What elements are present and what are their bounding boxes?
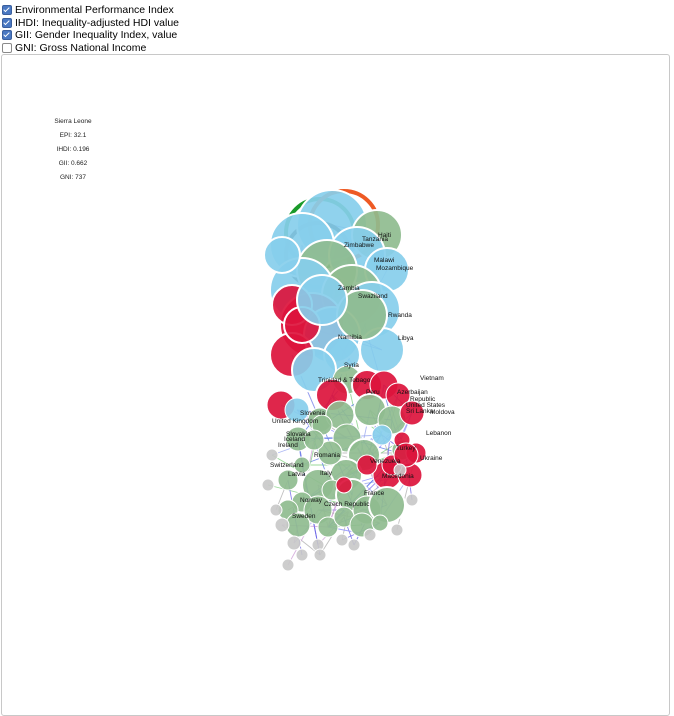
country-node[interactable] — [335, 533, 349, 547]
node-group — [261, 189, 427, 572]
country-node[interactable] — [263, 236, 301, 274]
country-node[interactable] — [284, 397, 310, 423]
country-label: Sweden — [292, 513, 316, 520]
country-label: Macedonia — [382, 473, 414, 480]
gii-value: GII: 0.662 — [58, 160, 88, 167]
country-node[interactable] — [335, 476, 353, 494]
gni-toggle[interactable]: GNI: Gross National Income — [2, 42, 179, 54]
country-label: Venezuela — [370, 458, 401, 465]
country-node[interactable] — [269, 503, 283, 517]
country-label: Turkey — [396, 445, 416, 452]
network-panel[interactable]: Sierra Leone EPI: 32.1 IHDI: 0.196 GII: … — [1, 54, 670, 716]
country-node[interactable] — [393, 463, 407, 477]
country-label: Mozambique — [376, 265, 414, 272]
epi-value: EPI: 32.1 — [59, 132, 87, 139]
country-node[interactable] — [405, 493, 419, 507]
country-label: Switzerland — [270, 462, 304, 469]
ihdi-value: IHDI: 0.196 — [56, 146, 90, 153]
country-label: Iceland — [284, 436, 305, 443]
country-label: Slovakia — [286, 431, 311, 438]
country-label: Haiti — [378, 232, 391, 239]
country-label: Lebanon — [426, 430, 452, 437]
country-label: Zimbabwe — [344, 242, 374, 249]
epi-label: Environmental Performance Index — [15, 4, 174, 16]
country-node[interactable] — [296, 274, 348, 326]
country-node[interactable] — [363, 528, 377, 542]
country-node[interactable] — [295, 548, 309, 562]
country-node[interactable] — [313, 548, 327, 562]
ihdi-checkbox[interactable] — [2, 17, 12, 28]
gni-value: GNI: 737 — [59, 174, 86, 181]
country-node[interactable] — [281, 558, 295, 572]
country-label: Malawi — [374, 257, 394, 264]
country-label: United Kingdom — [272, 418, 318, 425]
country-label: United States — [406, 402, 446, 409]
country-label: Peru — [366, 389, 380, 396]
country-label: Namibia — [338, 334, 362, 341]
country-label: Rwanda — [388, 312, 412, 319]
country-label: Republic — [410, 396, 436, 403]
country-label: Swaziland — [358, 293, 388, 300]
country-label: Latvia — [288, 471, 306, 478]
country-info: Sierra Leone EPI: 32.1 IHDI: 0.196 GII: … — [42, 115, 104, 185]
gii-toggle[interactable]: GII: Gender Inequality Index, value — [2, 29, 179, 41]
country-label: Syria — [344, 362, 359, 369]
country-label: Romania — [314, 452, 340, 459]
ihdi-label: IHDI: Inequality-adjusted HDI value — [15, 16, 179, 29]
country-node[interactable] — [274, 517, 290, 533]
country-label: Vietnam — [420, 375, 444, 382]
country-label: Trinidad & Tobago — [318, 377, 371, 384]
country-label: France — [364, 490, 385, 497]
country-node[interactable] — [265, 448, 279, 462]
country-node[interactable] — [277, 469, 299, 491]
country-label: Czech Republic — [324, 501, 370, 508]
country-label: Italy — [320, 470, 333, 477]
country-name: Sierra Leone — [54, 118, 92, 125]
country-label: Ukraine — [420, 455, 443, 462]
country-node[interactable] — [303, 429, 325, 451]
country-node[interactable] — [390, 523, 404, 537]
gii-label: GII: Gender Inequality Index, value — [15, 29, 178, 41]
country-label: Moldova — [430, 409, 455, 416]
country-node[interactable] — [317, 516, 339, 538]
country-node[interactable] — [371, 514, 389, 532]
gii-checkbox[interactable] — [2, 30, 12, 40]
country-node[interactable] — [399, 400, 425, 426]
country-label: Tanzania — [362, 236, 388, 243]
country-label: Zambia — [338, 285, 360, 292]
country-node[interactable] — [371, 424, 393, 446]
country-node[interactable] — [317, 440, 343, 466]
indicator-controls: Environmental Performance Index IHDI: In… — [2, 4, 179, 54]
country-node[interactable] — [347, 538, 361, 552]
country-node[interactable] — [261, 478, 275, 492]
ihdi-toggle[interactable]: IHDI: Inequality-adjusted HDI value — [2, 17, 179, 29]
gni-label: GNI: Gross National Income — [15, 41, 147, 54]
country-label: Slovenia — [300, 410, 325, 417]
country-label: Sri Lanka — [406, 408, 434, 415]
country-label: Norway — [300, 497, 323, 504]
country-label: Libya — [398, 335, 414, 342]
country-node[interactable] — [393, 442, 419, 468]
epi-checkbox[interactable] — [2, 5, 12, 15]
country-node[interactable] — [286, 535, 302, 551]
country-label: Azerbaijan — [397, 389, 428, 396]
country-node[interactable] — [293, 456, 311, 474]
epi-toggle[interactable]: Environmental Performance Index — [2, 4, 179, 16]
country-label: Ireland — [278, 442, 298, 449]
gni-checkbox[interactable] — [2, 42, 12, 53]
country-node[interactable] — [356, 454, 378, 476]
